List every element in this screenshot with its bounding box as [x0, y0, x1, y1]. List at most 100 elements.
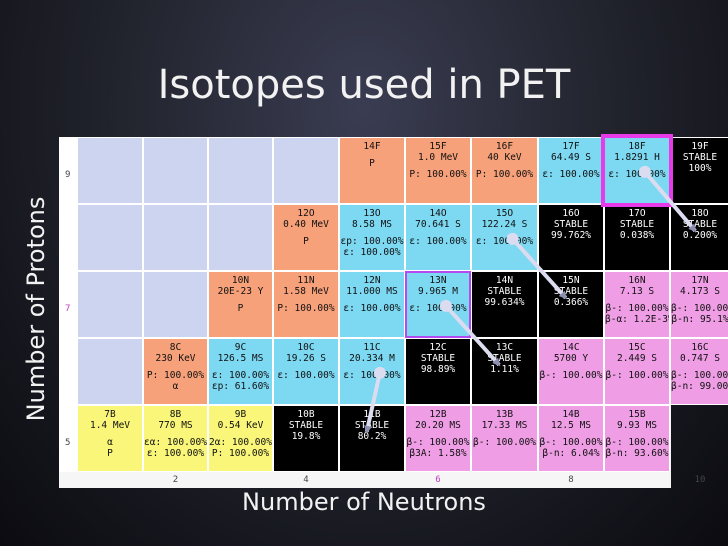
nuclide-symbol: 13B: [495, 409, 514, 420]
nuclide-property: 1.58 MeV: [283, 286, 329, 297]
nuclide-cell-15b: 15B 9.93 MS β-: 100.00% β-n: 93.60%: [604, 405, 670, 472]
nuclide-cell-14b: 14B 12.5 MS β-: 100.00% β-n: 6.04%: [538, 405, 604, 472]
decay-mode: β-: 100.00%: [473, 437, 536, 448]
nuclide-property: STABLE: [619, 219, 655, 230]
nuclide-cell-8c: 8C 230 KeV P: 100.00% α: [143, 338, 208, 405]
nuclide-property: 8.58 MS: [351, 219, 393, 230]
empty-cell: [208, 204, 273, 271]
decay-mode: ε: 100.00%: [409, 236, 467, 247]
nuclide-property: 17.33 MS: [481, 420, 528, 431]
nuclide-cell-12n: 12N 11.000 MS ε: 100.00%: [339, 271, 405, 338]
decay-mode: P: 100.00%: [409, 169, 467, 180]
empty-cell: [77, 271, 143, 338]
empty-cell: [143, 271, 208, 338]
nuclide-symbol: 14F: [363, 141, 381, 152]
nuclide-symbol: 15O: [495, 208, 514, 219]
empty-cell: [77, 338, 143, 405]
nuclide-property: 40 KeV: [487, 152, 522, 163]
nuclide-property: 19.26 S: [285, 353, 327, 364]
nuclide-symbol: 14B: [562, 409, 580, 420]
decay-mode: β-n: 99.00%: [671, 381, 728, 392]
nuclide-symbol: 16C: [691, 342, 709, 353]
decay-mode: β-: 100.00%: [605, 303, 669, 314]
nuclide-property: STABLE: [420, 353, 456, 364]
nuclide-symbol: 14O: [429, 208, 447, 219]
nuclide-property: 0.40 MeV: [283, 219, 329, 230]
nuclide-property: 1.11%: [490, 364, 519, 375]
nuclide-symbol: 16F: [495, 141, 514, 152]
nuclide-symbol: 12C: [429, 342, 447, 353]
nuclide-symbol: 16O: [562, 208, 580, 219]
nuclide-symbol: 12B: [429, 409, 447, 420]
nuclide-cell-16c: 16C 0.747 S β-: 100.00% β-n: 99.00%: [670, 338, 728, 405]
nuclide-cell-16f: 16F 40 KeV P: 100.00%: [471, 137, 538, 204]
decay-arrow-11c-to-11b: [364, 372, 382, 434]
nuclide-symbol: 10B: [297, 409, 315, 420]
empty-cell: [208, 137, 273, 204]
decay-mode: P: [369, 158, 375, 169]
nuclide-property: 9.93 MS: [616, 420, 658, 431]
nuclide-property: 1.4 MeV: [89, 420, 131, 431]
nuclide-property: STABLE: [553, 286, 589, 297]
decay-mode: β-: 100.00%: [539, 437, 603, 448]
x-tick-label: 2: [172, 475, 179, 485]
nuclide-cell-13o: 13O 8.58 MS εp: 100.00% ε: 100.00%: [339, 204, 405, 271]
nuclide-property: 100%: [688, 163, 712, 174]
nuclide-property: 0.54 KeV: [217, 420, 264, 431]
decay-mode: β-: 100.00%: [671, 303, 728, 314]
empty-cell: [143, 137, 208, 204]
nuclide-property: STABLE: [487, 286, 522, 297]
decay-mode: εp: 61.60%: [211, 381, 270, 392]
y-tick-label: 9: [65, 170, 71, 180]
decay-mode: εp: 100.00%: [340, 236, 404, 247]
decay-mode: ε: 100.00%: [211, 370, 270, 381]
decay-arrow-layer: [364, 165, 697, 434]
nuclide-symbol: 18O: [691, 208, 709, 219]
nuclide-cell-9b: 9B 0.54 KeV 2α: 100.00% P: 100.00%: [208, 405, 273, 472]
nuclide-cell-10c: 10C 19.26 S ε: 100.00%: [273, 338, 339, 405]
nuclide-symbol: 17O: [628, 208, 646, 219]
nuclide-property: STABLE: [487, 353, 522, 364]
nuclide-property: 1.0 MeV: [417, 152, 459, 163]
nuclide-cell-15f: 15F 1.0 MeV P: 100.00%: [405, 137, 471, 204]
nuclide-symbol: 10C: [297, 342, 315, 353]
nuclide-property: 99.762%: [550, 230, 592, 241]
nuclide-cell-9c: 9C 126.5 MS ε: 100.00% εp: 61.60%: [208, 338, 273, 405]
decay-mode: β-: 100.00%: [605, 437, 669, 448]
nuclide-symbol: 12O: [297, 208, 315, 219]
nuclide-property: 70.641 S: [415, 219, 461, 230]
nuclide-symbol: 15F: [429, 141, 447, 152]
nuclide-property: 1.8291 H: [614, 152, 660, 163]
x-tick-label: 10: [694, 475, 706, 485]
nuclide-property: 5700 Y: [553, 353, 589, 364]
nuclide-symbol: 7B: [104, 409, 116, 420]
y-tick-label: 7: [65, 304, 71, 314]
nuclide-cell-8b: 8B 770 MS εα: 100.00% ε: 100.00%: [143, 405, 208, 472]
empty-cell: [77, 137, 143, 204]
x-tick-label: 6: [435, 475, 441, 485]
decay-mode: ε: 100.00%: [542, 169, 600, 180]
nuclide-property: 64.49 S: [550, 152, 592, 163]
decay-mode: 2α: 100.00%: [209, 437, 272, 448]
nuclide-cell-11n: 11N 1.58 MeV P: 100.00%: [273, 271, 339, 338]
nuclide-symbol: 18F: [628, 141, 646, 152]
decay-mode: ε: 100.00%: [343, 247, 401, 258]
nuclide-property: 19.8%: [291, 431, 321, 442]
nuclide-cell-14c: 14C 5700 Y β-: 100.00%: [538, 338, 604, 405]
nuclide-cell-19f: 19F STABLE 100%: [670, 137, 728, 204]
slide-title: Isotopes used in PET: [157, 62, 571, 108]
nuclide-property: 2.449 S: [616, 353, 658, 364]
nuclide-property: 770 MS: [158, 420, 193, 431]
nuclide-property: 126.5 MS: [217, 353, 264, 364]
nuclide-property: 20.20 MS: [415, 420, 461, 431]
decay-mode: β-: 100.00%: [671, 370, 728, 381]
decay-mode: P: 100.00%: [475, 169, 534, 180]
nuclide-property: 9.965 M: [417, 286, 459, 297]
nuclide-symbol: 17N: [691, 275, 709, 286]
nuclide-symbol: 8C: [169, 342, 182, 353]
nuclide-cell-17n: 17N 4.173 S β-: 100.00% β-n: 95.1%: [670, 271, 728, 338]
nuclide-cell-14o: 14O 70.641 S ε: 100.00%: [405, 204, 471, 271]
nuclide-symbol: 13C: [495, 342, 514, 353]
decay-mode: εα: 100.00%: [144, 437, 207, 448]
nuclide-cell-10n: 10N 20E-23 Y P: [208, 271, 273, 338]
